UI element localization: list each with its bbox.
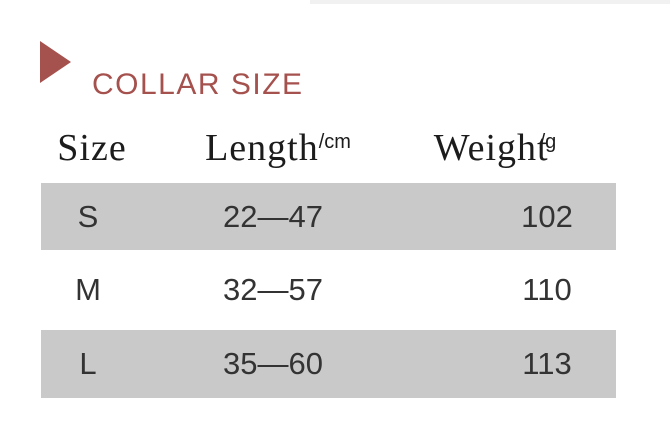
column-header-length: Length/cm	[205, 126, 351, 170]
cell-weight: 110	[522, 272, 572, 307]
cell-weight: 102	[521, 198, 573, 234]
unit-cm-label: /cm	[318, 131, 351, 153]
page-title: COLLAR SIZE	[92, 68, 304, 101]
column-header-weight: Weight/g	[434, 126, 557, 170]
top-divider	[310, 0, 670, 4]
cell-size: L	[79, 346, 97, 381]
column-header-length-label: Length	[205, 127, 319, 169]
unit-g-label: /g	[539, 131, 557, 153]
column-header-size: Size	[57, 126, 126, 170]
right-triangle-icon	[40, 41, 71, 83]
cell-size: S	[77, 198, 99, 234]
column-header-size-label: Size	[57, 127, 127, 169]
cell-weight: 113	[522, 346, 572, 381]
table-row: L 35—60 113	[41, 330, 616, 398]
table-row: S 22—47 102	[41, 183, 616, 250]
column-header-weight-label: Weight	[433, 127, 549, 169]
table-row: M 32—57 110	[41, 250, 616, 330]
cell-size: M	[75, 272, 101, 307]
cell-length: 22—47	[223, 198, 323, 234]
cell-length: 35—60	[223, 346, 323, 381]
cell-length: 32—57	[223, 272, 323, 307]
